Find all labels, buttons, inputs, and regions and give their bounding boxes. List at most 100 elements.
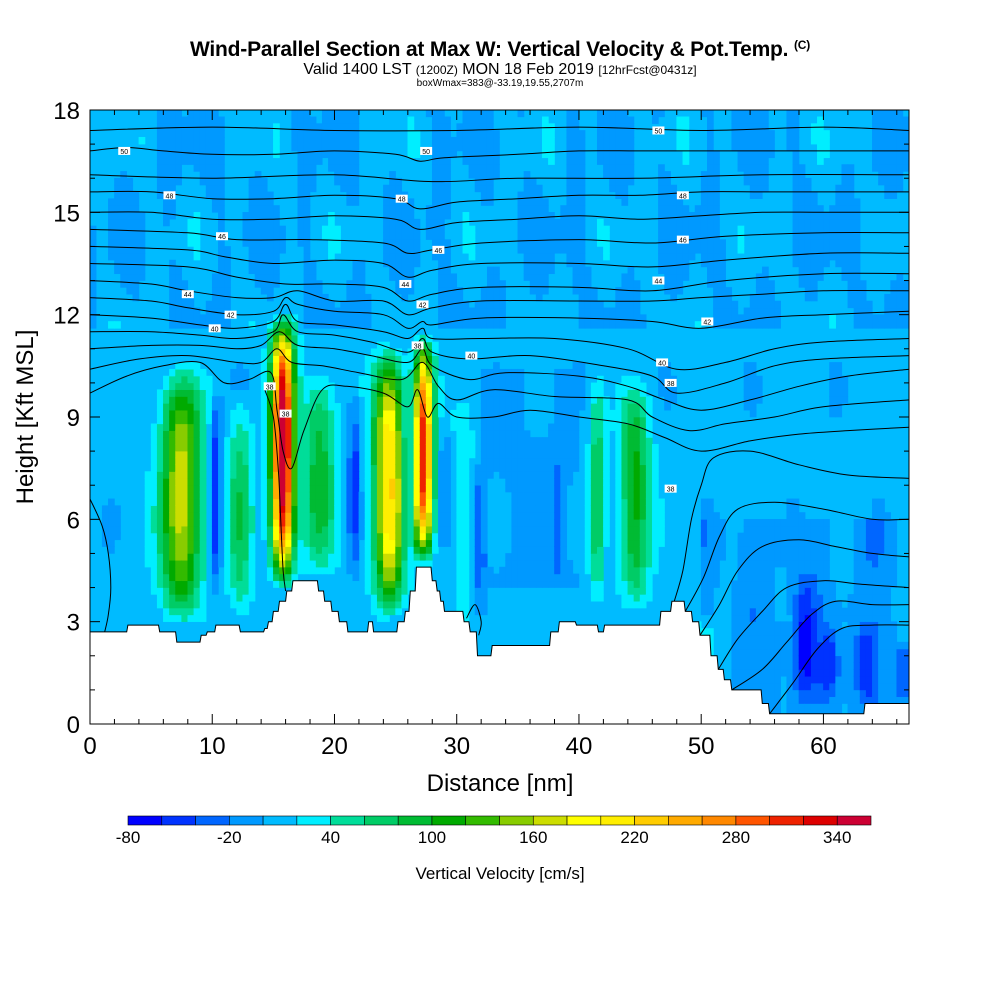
velocity-cell — [205, 416, 213, 425]
velocity-cell — [315, 143, 323, 152]
velocity-cell — [260, 519, 268, 527]
velocity-cell — [187, 130, 195, 138]
velocity-cell — [554, 464, 561, 472]
velocity-cell — [817, 143, 824, 152]
velocity-cell — [633, 321, 641, 329]
velocity-cell — [364, 321, 372, 329]
velocity-cell — [853, 703, 861, 711]
velocity-cell — [389, 478, 396, 486]
velocity-cell — [474, 300, 482, 309]
velocity-cell — [517, 403, 525, 411]
velocity-cell — [456, 123, 464, 131]
velocity-cell — [370, 403, 378, 411]
velocity-cell — [303, 130, 311, 138]
velocity-cell — [817, 607, 824, 616]
velocity-cell — [273, 273, 280, 281]
velocity-cell — [847, 641, 855, 650]
velocity-cell — [621, 600, 629, 609]
velocity-cell — [401, 587, 409, 595]
velocity-cell — [523, 430, 531, 438]
velocity-cell — [156, 403, 164, 411]
velocity-cell — [346, 157, 354, 165]
velocity-cell — [193, 368, 201, 377]
velocity-cell — [700, 587, 708, 595]
velocity-cell — [407, 252, 415, 261]
velocity-cell — [645, 587, 653, 595]
velocity-cell — [792, 669, 800, 677]
velocity-cell — [474, 123, 482, 131]
velocity-cell — [230, 382, 237, 391]
velocity-cell — [352, 566, 360, 575]
velocity-cell — [621, 457, 629, 466]
velocity-cell — [560, 450, 568, 459]
velocity-cell — [847, 621, 855, 629]
velocity-cell — [755, 648, 763, 657]
velocity-cell — [291, 355, 299, 363]
velocity-cell — [743, 648, 751, 657]
velocity-cell — [328, 225, 335, 234]
velocity-cell — [236, 498, 244, 506]
velocity-cell — [768, 314, 775, 322]
velocity-cell — [346, 498, 354, 506]
velocity-cell — [486, 450, 494, 459]
velocity-cell — [584, 519, 592, 527]
velocity-cell — [639, 491, 647, 500]
velocity-cell — [266, 280, 274, 288]
velocity-cell — [566, 389, 574, 397]
velocity-cell — [737, 150, 745, 159]
velocity-cell — [847, 246, 855, 254]
velocity-cell — [187, 409, 195, 418]
velocity-cell — [572, 232, 580, 240]
velocity-cell — [352, 293, 360, 302]
velocity-cell — [383, 430, 390, 438]
velocity-cell — [425, 212, 433, 220]
velocity-cell — [230, 443, 237, 452]
velocity-cell — [762, 110, 769, 118]
velocity-cell — [193, 464, 201, 472]
velocity-cell — [835, 382, 843, 391]
velocity-cell — [523, 184, 531, 193]
velocity-cell — [872, 157, 879, 165]
velocity-cell — [383, 471, 390, 479]
velocity-cell — [835, 218, 843, 227]
velocity-cell — [786, 116, 794, 124]
velocity-cell — [853, 314, 861, 322]
velocity-cell — [835, 184, 843, 193]
velocity-cell — [309, 287, 317, 295]
velocity-cell — [218, 171, 225, 179]
velocity-cell — [279, 232, 286, 240]
velocity-cell — [743, 110, 751, 118]
velocity-cell — [493, 273, 500, 281]
velocity-cell — [383, 368, 390, 377]
velocity-cell — [199, 525, 207, 534]
velocity-cell — [456, 464, 464, 472]
velocity-cell — [321, 136, 329, 145]
velocity-cell — [260, 409, 268, 418]
velocity-cell — [651, 525, 659, 534]
velocity-cell — [150, 430, 158, 438]
velocity-cell — [193, 389, 201, 397]
velocity-cell — [431, 110, 439, 118]
velocity-cell — [376, 368, 384, 377]
velocity-cell — [352, 471, 360, 479]
velocity-cell — [578, 143, 586, 152]
velocity-cell — [150, 573, 158, 582]
velocity-cell — [511, 519, 519, 527]
velocity-cell — [273, 239, 280, 247]
velocity-cell — [762, 280, 769, 288]
velocity-cell — [590, 539, 598, 547]
velocity-cell — [303, 218, 311, 227]
velocity-cell — [328, 566, 335, 575]
velocity-cell — [511, 375, 519, 384]
velocity-cell — [407, 355, 415, 363]
velocity-cell — [517, 205, 525, 213]
velocity-cell — [798, 532, 806, 541]
velocity-cell — [835, 635, 843, 643]
velocity-cell — [786, 512, 794, 520]
velocity-cell — [401, 505, 409, 513]
velocity-cell — [804, 669, 812, 677]
velocity-cell — [798, 559, 806, 568]
velocity-cell — [224, 259, 231, 268]
velocity-cell — [370, 396, 378, 404]
velocity-cell — [303, 314, 311, 322]
